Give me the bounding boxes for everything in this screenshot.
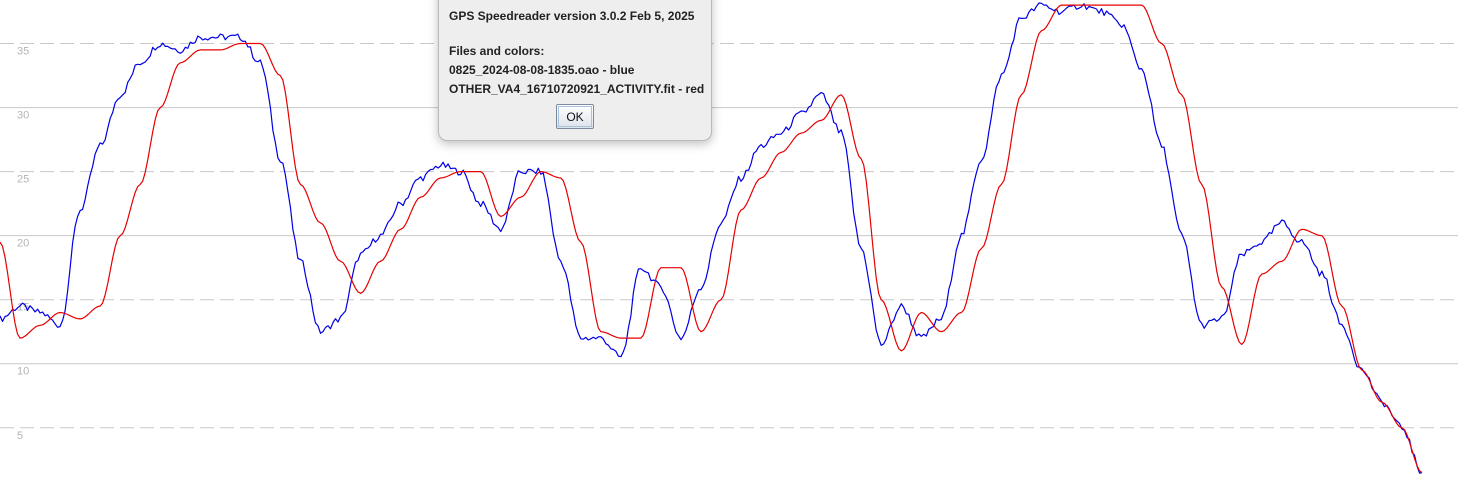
y-tick-label-15: 15 [17,302,29,314]
y-tick-label-5: 5 [17,430,23,442]
version-text: GPS Speedreader version 3.0.2 Feb 5, 202… [449,9,695,23]
about-dialog: GPS Speedreader version 3.0.2 Feb 5, 202… [438,0,712,141]
y-axis-ticks: 5 10 15 20 25 30 35 [17,46,29,442]
y-tick-label-20: 20 [17,238,29,250]
y-tick-label-30: 30 [17,110,29,122]
data-series [0,2,1423,474]
file-entry-red: OTHER_VA4_16710720921_ACTIVITY.fit - red [449,82,705,96]
ok-button[interactable]: OK [556,104,594,129]
y-tick-label-10: 10 [17,366,29,378]
y-tick-label-25: 25 [17,174,29,186]
y-tick-label-35: 35 [17,46,29,58]
files-heading: Files and colors: [449,44,545,58]
file-entry-blue: 0825_2024-08-08-1835.oao - blue [449,63,635,77]
grid-lines [0,43,1458,429]
series-line-blue [0,2,1423,474]
series-line-red [0,4,1423,474]
